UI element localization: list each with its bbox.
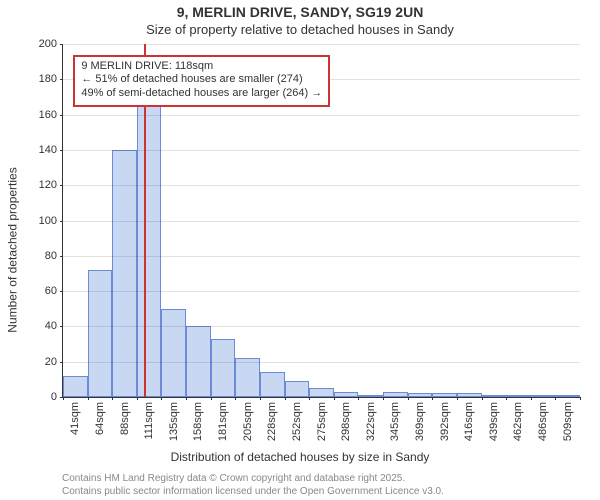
annotation-line: 49% of semi-detached houses are larger (… xyxy=(81,87,322,101)
histogram-bar xyxy=(432,393,457,397)
annotation-line: ← 51% of detached houses are smaller (27… xyxy=(81,73,322,87)
footnote: Contains HM Land Registry data © Crown c… xyxy=(62,473,590,498)
x-tick-label: 509sqm xyxy=(562,402,574,441)
y-tick-label: 160 xyxy=(39,109,57,121)
x-tick xyxy=(408,397,409,400)
y-tick xyxy=(60,326,63,327)
histogram-bar xyxy=(260,372,285,397)
x-tick xyxy=(580,397,581,400)
histogram-bar xyxy=(334,392,359,397)
histogram-bar xyxy=(457,393,482,397)
histogram-bar xyxy=(309,388,334,397)
x-tick-label: 486sqm xyxy=(537,402,549,441)
x-tick-label: 369sqm xyxy=(414,402,426,441)
y-tick xyxy=(60,150,63,151)
histogram-bar xyxy=(161,309,186,397)
chart-title: 9, MERLIN DRIVE, SANDY, SG19 2UN xyxy=(0,4,600,20)
histogram-bar xyxy=(383,392,408,397)
histogram-bar xyxy=(285,381,310,397)
y-tick xyxy=(60,291,63,292)
y-tick-label: 200 xyxy=(39,38,57,50)
x-tick-label: 345sqm xyxy=(389,402,401,441)
x-tick-label: 298sqm xyxy=(340,402,352,441)
x-tick-label: 416sqm xyxy=(463,402,475,441)
x-tick xyxy=(358,397,359,400)
chart-container: 9, MERLIN DRIVE, SANDY, SG19 2UN Size of… xyxy=(0,0,600,500)
footnote-line1: Contains HM Land Registry data © Crown c… xyxy=(62,473,590,486)
x-tick-label: 111sqm xyxy=(143,402,155,440)
x-tick xyxy=(432,397,433,400)
x-tick-label: 158sqm xyxy=(192,402,204,441)
annotation-box: 9 MERLIN DRIVE: 118sqm← 51% of detached … xyxy=(73,55,330,107)
x-tick-label: 88sqm xyxy=(119,402,131,435)
histogram-bar xyxy=(408,393,433,397)
histogram-bar xyxy=(211,339,236,397)
y-tick xyxy=(60,44,63,45)
histogram-bar xyxy=(112,150,137,397)
x-tick xyxy=(137,397,138,400)
histogram-bar xyxy=(63,376,88,397)
x-tick xyxy=(161,397,162,400)
y-tick xyxy=(60,221,63,222)
y-tick-label: 20 xyxy=(45,356,57,368)
y-tick-label: 180 xyxy=(39,73,57,85)
x-tick xyxy=(383,397,384,400)
y-tick-label: 140 xyxy=(39,144,57,156)
x-tick xyxy=(531,397,532,400)
x-tick xyxy=(63,397,64,400)
plot-area: 02040608010012014016018020041sqm64sqm88s… xyxy=(62,44,580,398)
x-tick xyxy=(211,397,212,400)
y-tick xyxy=(60,185,63,186)
x-tick-label: 135sqm xyxy=(168,402,180,441)
x-tick-label: 41sqm xyxy=(69,402,81,435)
x-tick xyxy=(112,397,113,400)
annotation-line: 9 MERLIN DRIVE: 118sqm xyxy=(81,60,322,74)
x-tick xyxy=(285,397,286,400)
y-tick xyxy=(60,362,63,363)
histogram-bar xyxy=(482,395,507,397)
x-axis-label: Distribution of detached houses by size … xyxy=(0,450,600,464)
x-tick-label: 64sqm xyxy=(94,402,106,435)
footnote-line2: Contains public sector information licen… xyxy=(62,486,590,499)
x-tick-label: 205sqm xyxy=(242,402,254,441)
y-tick-label: 120 xyxy=(39,179,57,191)
chart-subtitle: Size of property relative to detached ho… xyxy=(0,22,600,37)
x-tick xyxy=(260,397,261,400)
y-tick-label: 60 xyxy=(45,285,57,297)
x-tick xyxy=(506,397,507,400)
x-tick xyxy=(555,397,556,400)
x-tick xyxy=(482,397,483,400)
histogram-bar xyxy=(235,358,260,397)
y-tick xyxy=(60,115,63,116)
x-tick-label: 228sqm xyxy=(266,402,278,441)
x-tick xyxy=(235,397,236,400)
y-tick xyxy=(60,79,63,80)
histogram-bar xyxy=(531,395,556,397)
y-tick-label: 80 xyxy=(45,250,57,262)
x-tick-label: 439sqm xyxy=(488,402,500,441)
x-tick xyxy=(88,397,89,400)
histogram-bar xyxy=(88,270,113,397)
x-tick xyxy=(334,397,335,400)
y-tick-label: 40 xyxy=(45,320,57,332)
x-tick xyxy=(186,397,187,400)
x-tick-label: 322sqm xyxy=(365,402,377,441)
histogram-bar xyxy=(506,395,531,397)
histogram-bar xyxy=(137,104,162,397)
histogram-bar xyxy=(555,395,580,397)
histogram-bar xyxy=(358,395,383,397)
x-tick-label: 275sqm xyxy=(316,402,328,441)
y-axis-label: Number of detached properties xyxy=(6,0,20,500)
y-tick-label: 0 xyxy=(51,391,57,403)
y-tick-label: 100 xyxy=(39,215,57,227)
histogram-bar xyxy=(186,326,211,397)
x-tick-label: 181sqm xyxy=(217,402,229,441)
y-axis-label-text: Number of detached properties xyxy=(6,167,20,332)
x-tick xyxy=(457,397,458,400)
y-tick xyxy=(60,256,63,257)
x-tick-label: 252sqm xyxy=(291,402,303,441)
x-tick-label: 462sqm xyxy=(512,402,524,441)
x-tick xyxy=(309,397,310,400)
x-tick-label: 392sqm xyxy=(439,402,451,441)
